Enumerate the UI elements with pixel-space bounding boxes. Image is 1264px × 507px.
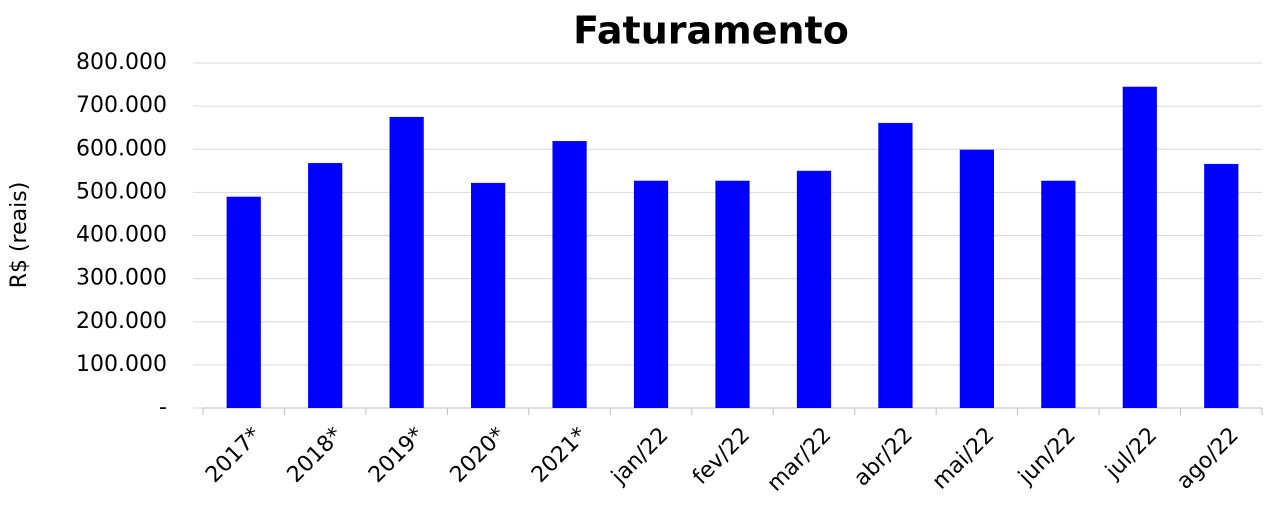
- x-tick-label: 2020*: [446, 423, 511, 488]
- y-tick-label: 500.000: [76, 179, 167, 204]
- bar: [878, 122, 913, 408]
- y-tick-label: -: [159, 395, 167, 420]
- bar: [552, 141, 587, 408]
- bar: [226, 196, 261, 408]
- x-tick-label: jun/22: [1013, 423, 1080, 490]
- bar: [959, 149, 994, 408]
- y-tick-label: 800.000: [76, 50, 167, 75]
- y-tick-label: 200.000: [76, 309, 167, 334]
- x-tick-label: mar/22: [763, 423, 837, 497]
- chart-title: Faturamento: [573, 9, 849, 53]
- y-axis-label: R$ (reais): [7, 182, 32, 289]
- y-tick-label: 100.000: [76, 352, 167, 377]
- x-tick-label: jul/22: [1100, 423, 1162, 485]
- x-tick-label: 2017*: [201, 423, 266, 488]
- x-tick-label: fev/22: [688, 423, 755, 490]
- bar: [389, 116, 424, 408]
- bar: [796, 170, 832, 408]
- bar: [715, 180, 750, 408]
- x-tick-label: 2018*: [283, 423, 348, 488]
- bar: [633, 180, 669, 408]
- bar: [308, 163, 343, 408]
- x-tick-label: 2021*: [527, 423, 592, 488]
- bar: [1041, 180, 1076, 408]
- x-tick-label: abr/22: [849, 423, 918, 492]
- y-tick-label: 400.000: [76, 223, 167, 248]
- bar: [1122, 86, 1157, 408]
- y-tick-label: 700.000: [76, 93, 167, 118]
- x-tick-label: 2019*: [364, 423, 429, 488]
- x-tick-label: jan/22: [606, 423, 673, 490]
- x-tick-label: mai/22: [928, 423, 1000, 495]
- y-tick-label: 300.000: [76, 266, 167, 291]
- bar: [1204, 163, 1239, 408]
- bar: [471, 182, 506, 408]
- y-tick-label: 600.000: [76, 136, 167, 161]
- x-tick-label: ago/22: [1172, 423, 1244, 495]
